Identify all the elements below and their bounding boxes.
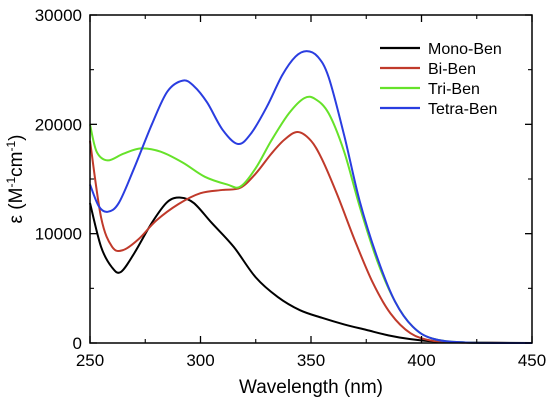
series-line-mono-ben [89, 196, 533, 344]
y-axis-title-sup2: -1 [4, 141, 18, 152]
y-tick-label: 20000 [35, 115, 82, 134]
x-tick-label: 300 [186, 351, 214, 370]
legend: Mono-Ben Bi-Ben Tri-Ben Tetra-Ben [380, 41, 502, 118]
legend-label-tetra-ben: Tetra-Ben [428, 101, 497, 118]
y-axis-title: ε (M-1cm-1) [4, 135, 27, 224]
legend-label-bi-ben: Bi-Ben [428, 61, 476, 78]
x-tick-label: 350 [297, 351, 325, 370]
legend-label-tri-ben: Tri-Ben [428, 81, 480, 98]
x-axis-title: Wavelength (nm) [239, 377, 383, 398]
x-tick-label: 250 [76, 351, 104, 370]
axis-tick-labels: 250 300 350 400 450 0 10000 20000 30000 [35, 6, 546, 370]
y-axis-title-sup1: -1 [4, 177, 18, 188]
y-axis-title-mid: cm [6, 152, 27, 177]
x-tick-label: 400 [407, 351, 435, 370]
x-tick-label: 450 [518, 351, 546, 370]
y-axis-title-end: ) [6, 135, 27, 141]
y-tick-label: 10000 [35, 225, 82, 244]
y-axis-title-base: ε (M [6, 188, 27, 224]
y-tick-label: 0 [73, 334, 82, 353]
legend-label-mono-ben: Mono-Ben [428, 41, 502, 58]
series-line-bi-ben [89, 130, 533, 344]
series-line-tetra-ben [89, 50, 533, 344]
series-lines [89, 50, 533, 344]
y-tick-label: 30000 [35, 6, 82, 25]
axis-ticks [89, 14, 533, 344]
